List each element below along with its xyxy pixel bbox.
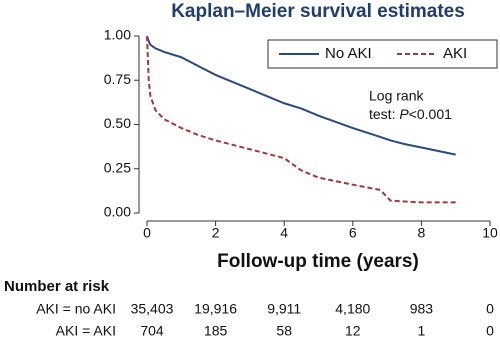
y-tick-label: 0.25 bbox=[104, 159, 131, 175]
risk-value: 19,916 bbox=[194, 301, 237, 317]
risk-value: 1 bbox=[418, 323, 426, 339]
x-axis-label: Follow-up time (years) bbox=[217, 251, 419, 272]
risk-value: 9,911 bbox=[267, 301, 301, 317]
risk-value: 983 bbox=[410, 301, 434, 317]
risk-value: 0 bbox=[486, 323, 494, 339]
risk-row-label: AKI = AKI bbox=[56, 323, 116, 339]
risk-value: 185 bbox=[204, 323, 228, 339]
survival-curve bbox=[146, 35, 456, 156]
legend-label: No AKI bbox=[325, 45, 372, 62]
x-tick-label: 10 bbox=[482, 225, 498, 241]
annotation-part: test: bbox=[369, 106, 399, 122]
x-tick-label: 2 bbox=[212, 225, 220, 241]
x-tick-label: 0 bbox=[143, 225, 151, 241]
x-tick-label: 6 bbox=[349, 225, 357, 241]
annotation: test: P<0.001 bbox=[369, 106, 452, 122]
survival-curve bbox=[146, 35, 456, 204]
annotation-part: P bbox=[399, 106, 409, 122]
x-tick-label: 4 bbox=[280, 225, 288, 241]
y-tick-label: 1.00 bbox=[104, 27, 131, 43]
y-tick-label: 0.00 bbox=[104, 204, 131, 220]
risk-table-title: Number at risk bbox=[4, 278, 110, 295]
y-tick-label: 0.50 bbox=[104, 115, 131, 131]
risk-value: 35,403 bbox=[131, 301, 174, 317]
chart-title: Kaplan–Meier survival estimates bbox=[171, 1, 465, 22]
risk-value: 58 bbox=[276, 323, 292, 339]
y-tick-label: 0.75 bbox=[104, 71, 131, 87]
legend-label: AKI bbox=[443, 45, 467, 62]
risk-row-label: AKI = no AKI bbox=[36, 301, 116, 317]
x-tick-label: 8 bbox=[418, 225, 426, 241]
risk-value: 704 bbox=[140, 323, 164, 339]
risk-value: 4,180 bbox=[335, 301, 370, 317]
risk-value: 12 bbox=[345, 323, 361, 339]
annotation: Log rank bbox=[369, 88, 424, 104]
risk-value: 0 bbox=[486, 301, 494, 317]
annotation-part: <0.001 bbox=[409, 106, 452, 122]
